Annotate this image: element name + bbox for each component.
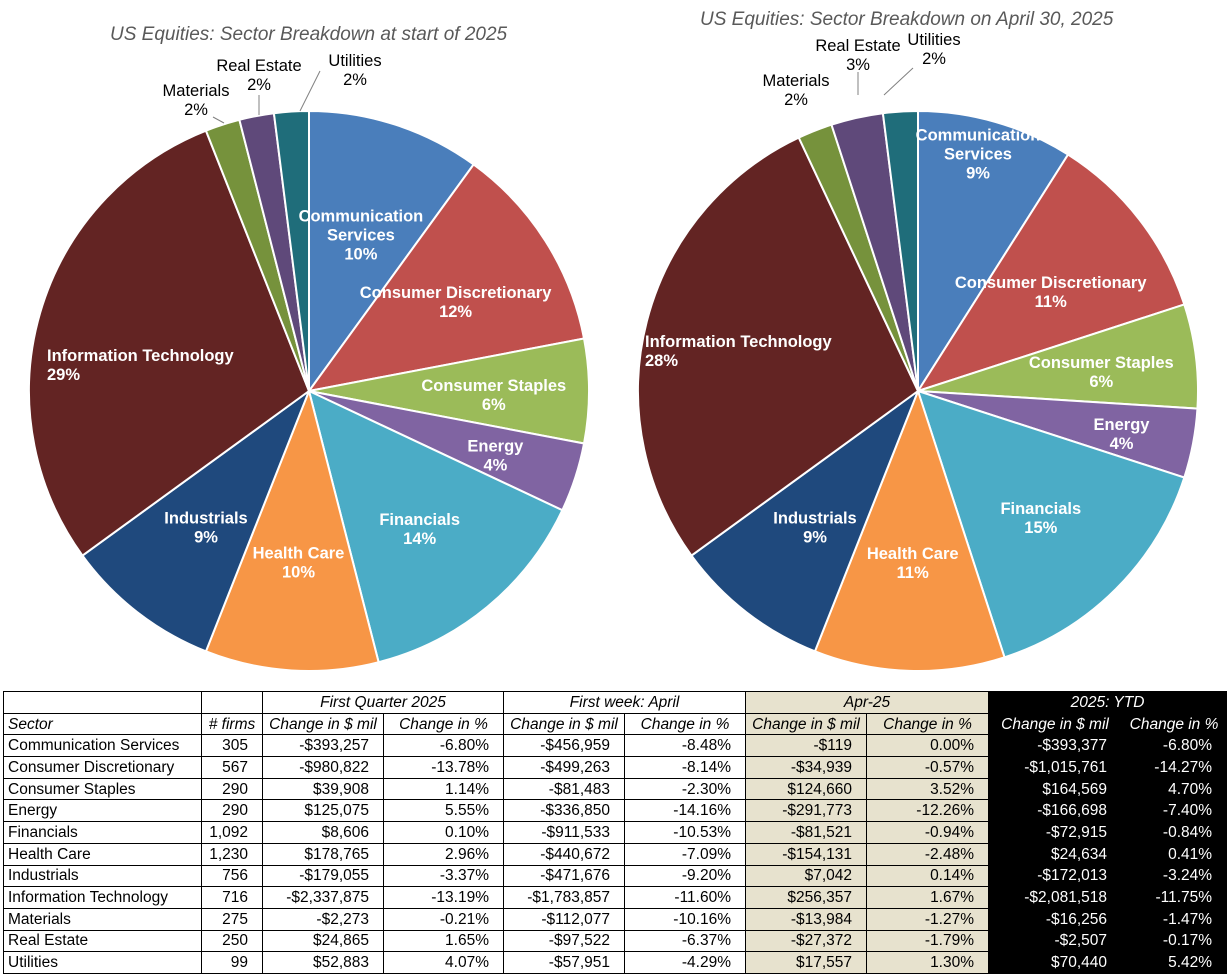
svg-text:Consumer Discretionary: Consumer Discretionary [360, 284, 552, 302]
svg-text:Services: Services [327, 227, 395, 245]
svg-text:Communication: Communication [916, 127, 1041, 145]
svg-text:Materials: Materials [763, 72, 830, 90]
svg-text:4%: 4% [483, 457, 507, 475]
svg-text:14%: 14% [403, 530, 436, 548]
svg-text:4%: 4% [1110, 435, 1134, 453]
svg-text:Energy: Energy [1094, 416, 1151, 434]
svg-text:Materials: Materials [163, 82, 230, 100]
svg-text:Health Care: Health Care [253, 545, 345, 563]
svg-text:9%: 9% [194, 529, 218, 547]
svg-text:9%: 9% [803, 529, 827, 547]
svg-text:15%: 15% [1024, 519, 1057, 537]
svg-text:Consumer Staples: Consumer Staples [421, 377, 566, 395]
svg-text:Real Estate: Real Estate [216, 57, 301, 75]
svg-text:9%: 9% [966, 165, 990, 183]
svg-text:2%: 2% [247, 76, 271, 94]
svg-text:11%: 11% [897, 564, 929, 582]
svg-text:Energy: Energy [467, 438, 524, 456]
svg-text:Industrials: Industrials [773, 510, 856, 528]
svg-text:Financials: Financials [379, 511, 460, 529]
svg-text:10%: 10% [282, 564, 315, 582]
svg-text:Real Estate: Real Estate [815, 37, 900, 55]
svg-text:US Equities: Sector Breakdown: US Equities: Sector Breakdown on April 3… [700, 9, 1114, 30]
svg-text:12%: 12% [439, 303, 472, 321]
svg-text:Information Technology: Information Technology [47, 347, 235, 365]
svg-text:2%: 2% [922, 50, 946, 68]
svg-text:US Equities: Sector Breakdown: US Equities: Sector Breakdown at start o… [110, 24, 508, 45]
svg-text:10%: 10% [344, 246, 377, 264]
svg-text:6%: 6% [1089, 373, 1113, 391]
svg-text:28%: 28% [645, 352, 678, 370]
svg-text:2%: 2% [184, 101, 208, 119]
svg-text:11%: 11% [1035, 293, 1067, 311]
svg-text:Financials: Financials [1000, 500, 1081, 518]
svg-text:Information Technology: Information Technology [645, 333, 833, 351]
svg-text:29%: 29% [47, 366, 80, 384]
svg-text:Utilities: Utilities [328, 52, 381, 70]
svg-text:Consumer Discretionary: Consumer Discretionary [955, 274, 1147, 292]
svg-text:3%: 3% [846, 56, 870, 74]
svg-text:Communication: Communication [299, 208, 424, 226]
svg-text:Industrials: Industrials [164, 510, 247, 528]
svg-text:2%: 2% [343, 71, 367, 89]
svg-text:2%: 2% [784, 91, 808, 109]
svg-text:Health Care: Health Care [867, 545, 959, 563]
svg-text:Services: Services [944, 146, 1012, 164]
svg-text:6%: 6% [482, 396, 506, 414]
svg-text:Consumer Staples: Consumer Staples [1029, 354, 1174, 372]
svg-text:Utilities: Utilities [907, 31, 960, 49]
